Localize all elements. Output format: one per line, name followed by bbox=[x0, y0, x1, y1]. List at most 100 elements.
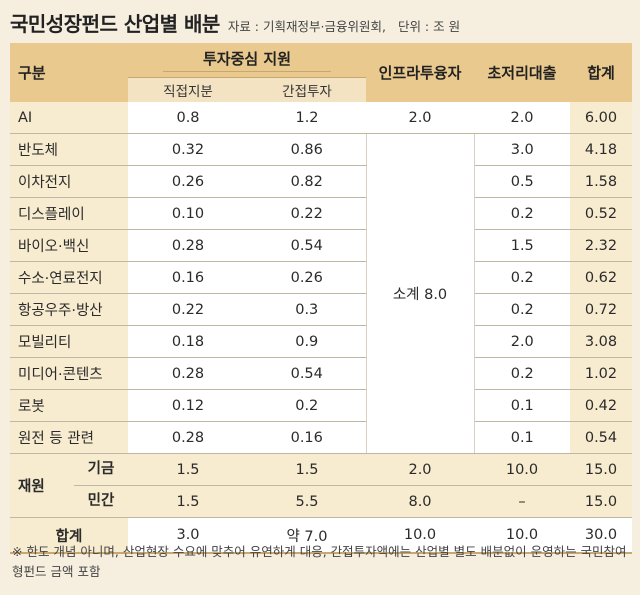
table-row: 로봇 0.12 0.2 0.1 0.42 bbox=[10, 389, 632, 422]
cell-direct: 0.28 bbox=[128, 229, 248, 262]
row-name: 항공우주·방산 bbox=[10, 293, 128, 326]
cell-loan: 2.0 bbox=[474, 102, 570, 134]
cell-direct: 0.8 bbox=[128, 102, 248, 134]
cell-infra-subtotal: 소계 8.0 bbox=[365, 133, 475, 454]
cell-indirect: 0.82 bbox=[248, 165, 366, 198]
table-row: 디스플레이 0.10 0.22 0.2 0.52 bbox=[10, 197, 632, 230]
row-name: 로봇 bbox=[10, 389, 128, 422]
cell-loan: 1.5 bbox=[474, 229, 570, 262]
cell-indirect: 0.86 bbox=[248, 133, 366, 166]
cell-total: 0.72 bbox=[570, 293, 632, 326]
header-infra: 인프라투융자 bbox=[366, 43, 474, 102]
cell-total: 0.42 bbox=[570, 389, 632, 422]
table-row: 반도체 0.32 0.86 소계 8.0 3.0 4.18 bbox=[10, 133, 632, 454]
funding-row: 재원 기금 민간 1.5 1.5 2.0 10.0 15.0 bbox=[10, 453, 632, 518]
cell-indirect: 0.22 bbox=[248, 197, 366, 230]
table-row: 원전 등 관련 0.28 0.16 0.1 0.54 bbox=[10, 421, 632, 454]
header-direct: 직접지분 bbox=[128, 77, 248, 102]
page-title: 국민성장펀드 산업별 배분 bbox=[10, 12, 220, 36]
footnote: ※ 한도 개념 아니며, 산업현장 수요에 맞추어 유연하게 대응, 간접투자액… bbox=[12, 544, 627, 579]
grand-total-label: 합계 bbox=[10, 517, 128, 554]
cell-loan: 0.2 bbox=[474, 197, 570, 230]
cell-total: 0.54 bbox=[570, 421, 632, 454]
row-name: 바이오·백신 bbox=[10, 229, 128, 262]
cell-direct: 0.10 bbox=[128, 197, 248, 230]
table-row: 수소·연료전지 0.16 0.26 0.2 0.62 bbox=[10, 261, 632, 294]
cell-indirect: 0.2 bbox=[248, 389, 366, 422]
cell-loan: 10.0 bbox=[474, 517, 570, 554]
header-loan: 초저리대출 bbox=[474, 43, 570, 102]
cell-indirect: 1.2 bbox=[248, 102, 366, 134]
funding-sub-label: 기금 bbox=[74, 454, 128, 486]
row-name: 이차전지 bbox=[10, 165, 128, 198]
table-body: AI 0.8 1.2 2.0 2.0 6.00 반도체 0.32 0.86 소계 8.0 3.0 4.… bbox=[10, 102, 632, 554]
row-name: 원전 등 관련 bbox=[10, 421, 128, 454]
unit-label: 단위 : 조 원 bbox=[397, 19, 461, 34]
funding-label-text: 재원 bbox=[18, 479, 45, 495]
cell-total: 30.0 bbox=[570, 517, 632, 554]
cell-direct: 1.5 bbox=[128, 453, 248, 486]
cell-direct: 0.22 bbox=[128, 293, 248, 326]
cell-total: 0.52 bbox=[570, 197, 632, 230]
allocation-table: 구분 투자중심 지원 인프라투융자 초저리대출 합계 직접지분 간접투자 AI 0… bbox=[10, 43, 632, 554]
cell-total: 2.32 bbox=[570, 229, 632, 262]
funding-row: 1.5 5.5 8.0–15.0 bbox=[10, 485, 632, 518]
cell-loan: 3.0 bbox=[474, 133, 570, 166]
cell-total: 4.18 bbox=[570, 133, 632, 166]
header-invest-label: 투자중심 지원 bbox=[162, 48, 332, 72]
row-name: 모빌리티 bbox=[10, 325, 128, 358]
title-row: 국민성장펀드 산업별 배분 자료 : 기획재정부·금융위원회, 단위 : 조 원 bbox=[10, 8, 460, 38]
cell-loan: 0.2 bbox=[474, 293, 570, 326]
cell-direct: 0.16 bbox=[128, 261, 248, 294]
cell-total: 1.58 bbox=[570, 165, 632, 198]
cell-infra: 10.0 bbox=[366, 517, 474, 554]
cell-indirect: 0.16 bbox=[248, 421, 366, 454]
cell-total: 1.02 bbox=[570, 357, 632, 390]
table-row: AI 0.8 1.2 2.0 2.0 6.00 bbox=[10, 102, 632, 134]
header-invest: 투자중심 지원 bbox=[128, 43, 366, 78]
cell-loan: 0.2 bbox=[474, 261, 570, 294]
cell-indirect: 0.26 bbox=[248, 261, 366, 294]
header-category: 구분 bbox=[10, 43, 128, 102]
row-name: 수소·연료전지 bbox=[10, 261, 128, 294]
cell-loan: 0.1 bbox=[474, 421, 570, 454]
cell-loan: 10.0 bbox=[474, 453, 570, 486]
cell-total: 3.08 bbox=[570, 325, 632, 358]
cell-infra: 2.0 bbox=[366, 453, 474, 486]
cell-direct: 0.28 bbox=[128, 357, 248, 390]
cell-indirect: 0.54 bbox=[248, 357, 366, 390]
cell-infra: 8.0 bbox=[366, 485, 474, 518]
row-name: 미디어·콘텐츠 bbox=[10, 357, 128, 390]
table-row: 미디어·콘텐츠 0.28 0.54 0.2 1.02 bbox=[10, 357, 632, 390]
cell-loan: 0.2 bbox=[474, 357, 570, 390]
cell-direct: 0.28 bbox=[128, 421, 248, 454]
header-indirect: 간접투자 bbox=[248, 77, 366, 102]
cell-indirect: 0.9 bbox=[248, 325, 366, 358]
cell-indirect: 약 7.0 bbox=[248, 517, 366, 554]
cell-loan: – bbox=[474, 485, 570, 518]
cell-loan: 0.1 bbox=[474, 389, 570, 422]
cell-total: 15.0 bbox=[570, 453, 632, 486]
table-row: 이차전지 0.26 0.82 0.5 1.58 bbox=[10, 165, 632, 198]
row-name: 디스플레이 bbox=[10, 197, 128, 230]
cell-direct: 0.32 bbox=[128, 133, 248, 166]
cell-loan: 0.5 bbox=[474, 165, 570, 198]
cell-indirect: 1.5 bbox=[248, 453, 366, 486]
row-name: 반도체 bbox=[10, 133, 128, 166]
cell-direct: 0.12 bbox=[128, 389, 248, 422]
table-row: 항공우주·방산 0.22 0.3 0.2 0.72 bbox=[10, 293, 632, 326]
cell-infra: 2.0 bbox=[366, 102, 474, 134]
funding-sub-label: 민간 bbox=[87, 493, 115, 509]
source-label: 자료 : 기획재정부·금융위원회, bbox=[227, 19, 386, 34]
grand-total-row: 합계 3.0 약 7.0 10.0 10.0 30.0 bbox=[10, 517, 632, 554]
row-name: AI bbox=[10, 102, 128, 134]
cell-direct: 0.26 bbox=[128, 165, 248, 198]
cell-direct: 0.18 bbox=[128, 325, 248, 358]
cell-loan: 2.0 bbox=[474, 325, 570, 358]
cell-direct: 1.5 bbox=[128, 485, 248, 518]
cell-total: 0.62 bbox=[570, 261, 632, 294]
